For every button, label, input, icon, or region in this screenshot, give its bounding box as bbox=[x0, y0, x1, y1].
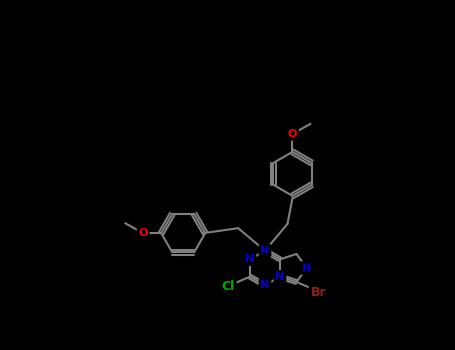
Text: N: N bbox=[245, 254, 255, 264]
Text: N: N bbox=[260, 280, 270, 290]
Text: O: O bbox=[288, 129, 297, 139]
Text: O: O bbox=[138, 228, 148, 238]
Text: N: N bbox=[302, 263, 311, 273]
Text: N: N bbox=[275, 272, 285, 282]
Text: Br: Br bbox=[311, 286, 326, 299]
Text: Cl: Cl bbox=[222, 280, 235, 293]
Text: N: N bbox=[260, 246, 270, 256]
